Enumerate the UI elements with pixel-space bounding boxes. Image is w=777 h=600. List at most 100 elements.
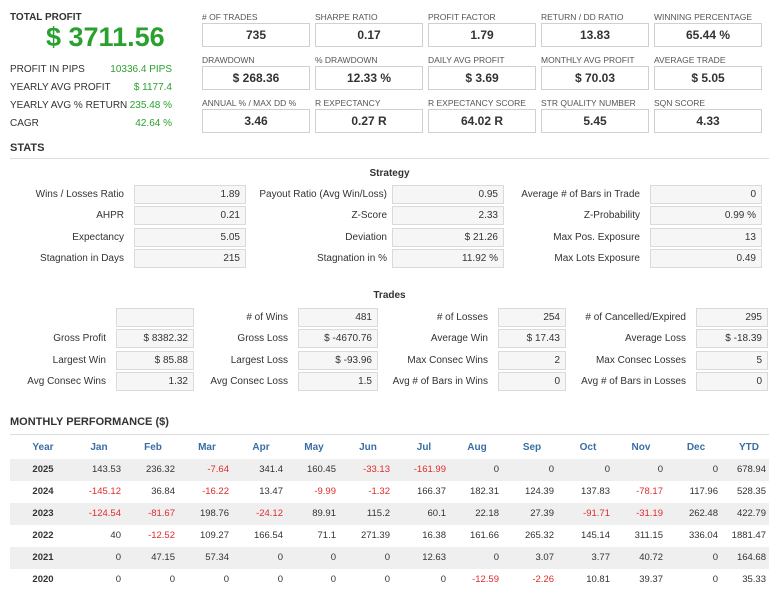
total-profit-value: $ 3711.56 bbox=[46, 22, 165, 52]
month-cell: 0 bbox=[440, 574, 446, 585]
metric-value: $ 268.36 bbox=[202, 66, 310, 90]
table-row bbox=[10, 525, 769, 547]
strategy-label: Stagnation in Days bbox=[40, 253, 124, 264]
month-cell: -12.52 bbox=[148, 530, 175, 541]
divider bbox=[10, 158, 769, 159]
metric-box: DAILY AVG PROFIT $ 3.69 bbox=[428, 54, 536, 90]
strategy-value: 0.99 % bbox=[650, 206, 762, 225]
metric-label: DAILY AVG PROFIT bbox=[428, 55, 505, 65]
metric-value: 12.33 % bbox=[315, 66, 423, 90]
left-stat-label: YEARLY AVG PROFIT bbox=[10, 82, 111, 93]
metric-label: % DRAWDOWN bbox=[315, 55, 378, 65]
month-cell: -16.22 bbox=[202, 486, 229, 497]
metric-label: RETURN / DD RATIO bbox=[541, 12, 624, 22]
strategy-value: 215 bbox=[134, 249, 246, 268]
month-cell: 0 bbox=[548, 464, 554, 475]
metric-box: R EXPECTANCY 0.27 R bbox=[315, 97, 423, 133]
month-cell: 137.83 bbox=[580, 486, 610, 497]
strategy-value: $ 21.26 bbox=[392, 228, 504, 247]
month-cell: 198.76 bbox=[199, 508, 229, 519]
metric-box: STR QUALITY NUMBER 5.45 bbox=[541, 97, 649, 133]
month-cell: -78.17 bbox=[636, 486, 663, 497]
month-cell: 0 bbox=[115, 574, 121, 585]
metric-box: PROFIT FACTOR 1.79 bbox=[428, 11, 536, 47]
strategy-label: Average # of Bars in Trade bbox=[521, 189, 640, 200]
trades-value: 0 bbox=[498, 372, 566, 391]
month-cell: 265.32 bbox=[524, 530, 554, 541]
month-header: Jun bbox=[359, 442, 377, 453]
trades-label: Avg # of Bars in Losses bbox=[581, 376, 686, 387]
month-cell: 16.38 bbox=[422, 530, 446, 541]
trades-value: 295 bbox=[696, 308, 768, 327]
month-cell: 166.37 bbox=[416, 486, 446, 497]
total-profit-label: TOTAL PROFIT bbox=[10, 12, 82, 23]
metric-label: SHARPE RATIO bbox=[315, 12, 378, 22]
trades-label: Max Consec Wins bbox=[407, 355, 488, 366]
metric-box: SQN SCORE 4.33 bbox=[654, 97, 762, 133]
left-stat-value: 42.64 % bbox=[135, 118, 172, 129]
metric-label: R EXPECTANCY bbox=[315, 98, 381, 108]
month-cell: 0 bbox=[604, 464, 610, 475]
metric-label: WINNING PERCENTAGE bbox=[654, 12, 753, 22]
left-stat-label: YEARLY AVG % RETURN bbox=[10, 100, 128, 111]
metric-value: 735 bbox=[202, 23, 310, 47]
strategy-value: 0.21 bbox=[134, 206, 246, 225]
metric-label: AVERAGE TRADE bbox=[654, 55, 726, 65]
month-cell: 36.84 bbox=[151, 486, 175, 497]
month-cell: 182.31 bbox=[469, 486, 499, 497]
month-cell: 22.18 bbox=[475, 508, 499, 519]
strategy-label: Stagnation in % bbox=[316, 253, 387, 264]
month-cell: -24.12 bbox=[256, 508, 283, 519]
month-cell: 47.15 bbox=[151, 552, 175, 563]
metric-box: % DRAWDOWN 12.33 % bbox=[315, 54, 423, 90]
strategy-value: 0 bbox=[650, 185, 762, 204]
metric-label: R EXPECTANCY SCORE bbox=[428, 98, 526, 108]
metric-box: RETURN / DD RATIO 13.83 bbox=[541, 11, 649, 47]
month-header: Feb bbox=[144, 442, 162, 453]
month-header: Jan bbox=[90, 442, 108, 453]
metric-value: 13.83 bbox=[541, 23, 649, 47]
left-stat-value: $ 1177.4 bbox=[133, 82, 172, 93]
trades-label: Largest Win bbox=[52, 355, 106, 366]
month-cell: 27.39 bbox=[530, 508, 554, 519]
month-header: Aug bbox=[467, 442, 487, 453]
strategy-value: 0.49 bbox=[650, 249, 762, 268]
month-header: Jul bbox=[416, 442, 432, 453]
strategy-value: 11.92 % bbox=[392, 249, 504, 268]
table-row bbox=[10, 503, 769, 525]
table-row bbox=[10, 569, 769, 591]
metric-label: SQN SCORE bbox=[654, 98, 706, 108]
month-cell: 3.77 bbox=[591, 552, 611, 563]
metric-box: DRAWDOWN $ 268.36 bbox=[202, 54, 310, 90]
trades-label: Largest Loss bbox=[230, 355, 288, 366]
month-cell: -1.32 bbox=[368, 486, 390, 497]
month-cell: 0 bbox=[712, 574, 718, 585]
month-cell: 0 bbox=[493, 464, 499, 475]
month-cell: 12.63 bbox=[422, 552, 446, 563]
trades-value: $ -93.96 bbox=[298, 351, 378, 370]
table-row bbox=[10, 459, 769, 481]
month-cell: 145.14 bbox=[580, 530, 610, 541]
month-cell: -2.26 bbox=[532, 574, 554, 585]
metric-box: R EXPECTANCY SCORE 64.02 R bbox=[428, 97, 536, 133]
month-cell: -12.59 bbox=[472, 574, 499, 585]
month-cell: 40 bbox=[110, 530, 121, 541]
trades-value bbox=[116, 308, 194, 327]
ytd-cell: 35.33 bbox=[742, 574, 766, 585]
trades-label: Average Loss bbox=[625, 333, 686, 344]
month-cell: 40.72 bbox=[639, 552, 663, 563]
month-cell: 0 bbox=[277, 552, 283, 563]
strategy-label: AHPR bbox=[96, 210, 124, 221]
month-cell: -9.99 bbox=[314, 486, 336, 497]
ytd-cell: 422.79 bbox=[736, 508, 766, 519]
metric-box: SHARPE RATIO 0.17 bbox=[315, 11, 423, 47]
trades-value: 1.32 bbox=[116, 372, 194, 391]
year-cell: 2022 bbox=[32, 530, 54, 541]
trades-label: Gross Loss bbox=[237, 333, 288, 344]
year-cell: 2025 bbox=[32, 464, 54, 475]
metric-label: ANNUAL % / MAX DD % bbox=[202, 98, 297, 108]
month-cell: 13.47 bbox=[259, 486, 283, 497]
month-cell: 124.39 bbox=[524, 486, 554, 497]
metric-value: 3.46 bbox=[202, 109, 310, 133]
